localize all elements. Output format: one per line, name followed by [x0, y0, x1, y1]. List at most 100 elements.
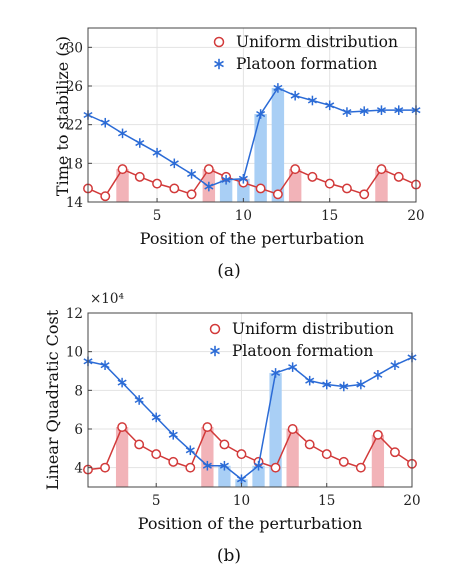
asterisk-stroke	[307, 97, 317, 104]
asterisk-stroke	[256, 110, 266, 118]
platoon-point	[134, 395, 144, 405]
platoon-line	[87, 86, 416, 188]
asterisk-stroke	[376, 107, 387, 114]
asterisk-stroke	[152, 149, 162, 156]
uniform-point	[290, 164, 301, 175]
caption-a: (a)	[217, 261, 240, 281]
platoon-point	[373, 370, 383, 380]
uniform-point	[152, 178, 163, 189]
asterisk-stroke	[342, 109, 352, 116]
ytick-label: 30	[66, 40, 83, 56]
uniform-point	[169, 183, 180, 194]
platoon-point	[135, 138, 145, 148]
ytick-label: 10	[66, 345, 83, 361]
uniform-point	[100, 462, 111, 473]
asterisk-stroke	[373, 371, 383, 378]
platoon-point	[219, 460, 229, 471]
platoon-point	[238, 174, 248, 184]
asterisk-stroke	[271, 369, 281, 376]
xtick-label: 10	[235, 208, 252, 224]
chart-b: 4 6 8 10 12 5 10 15 20 Uniform distribution Platoo…	[66, 306, 421, 509]
highlight-bar	[201, 427, 214, 487]
uniform-point	[168, 456, 179, 467]
uniform-point	[255, 183, 266, 194]
legend-marker-platoon	[210, 345, 220, 357]
platoon-point	[288, 362, 298, 372]
caption-b: (b)	[217, 546, 241, 566]
platoon-line	[87, 356, 413, 481]
uniform-point	[203, 164, 214, 175]
axes-box	[87, 312, 413, 488]
ytick-label: 6	[74, 422, 83, 438]
platoon-point	[117, 377, 127, 388]
asterisk-stroke	[359, 108, 369, 115]
highlight-bar	[286, 429, 299, 487]
ytick-label: 8	[74, 383, 83, 399]
platoon-point	[325, 100, 335, 111]
platoon-point	[221, 174, 231, 185]
platoon-point	[100, 117, 110, 128]
xtick-label: 15	[318, 493, 335, 509]
uniform-point	[376, 164, 387, 175]
uniform-point	[100, 191, 111, 202]
ytick-label: 26	[66, 79, 83, 95]
legend-label: Uniform distribution	[232, 320, 394, 338]
highlight-bar	[252, 465, 265, 487]
platoon-point	[185, 445, 195, 456]
uniform-point	[307, 171, 318, 182]
xtick-label: 5	[153, 208, 162, 224]
uniform-point	[117, 164, 128, 175]
uniform-point	[324, 178, 335, 189]
asterisk-stroke	[356, 381, 366, 388]
legend-label: Platoon formation	[232, 342, 373, 360]
platoon-point	[273, 83, 283, 93]
uniform-point	[151, 449, 162, 460]
uniform-point	[186, 189, 197, 200]
highlight-bar	[219, 179, 233, 202]
ytick-label: 22	[66, 118, 83, 134]
xlabel-b: Position of the perturbation	[138, 514, 363, 533]
platoon-point	[169, 158, 179, 169]
asterisk-stroke	[219, 462, 229, 469]
highlight-bar	[218, 465, 231, 487]
platoon-point	[271, 368, 281, 378]
asterisk-stroke	[288, 364, 298, 371]
platoon-point	[394, 105, 404, 115]
uniform-point	[321, 449, 332, 460]
platoon-point	[256, 109, 266, 119]
asterisk-stroke	[204, 183, 214, 190]
asterisk-stroke	[394, 107, 404, 114]
asterisk-stroke	[151, 414, 161, 421]
asterisk-stroke	[221, 176, 231, 183]
platoon-point	[322, 379, 332, 390]
highlight-bar	[271, 87, 285, 202]
uniform-point	[117, 422, 128, 433]
asterisk-stroke	[238, 175, 248, 182]
xtick-label: 20	[403, 493, 420, 509]
legend-marker-uniform	[213, 36, 225, 48]
ylabel-a: Time to stabilize (s)	[53, 36, 72, 196]
ytick-label: 4	[74, 461, 83, 477]
uniform-point	[338, 456, 349, 467]
highlight-bar	[254, 114, 267, 202]
legend-marker-uniform	[209, 323, 221, 335]
highlight-bar	[288, 169, 302, 202]
uniform-point	[372, 429, 383, 440]
platoon-point	[342, 107, 352, 117]
uniform-point	[393, 171, 404, 182]
platoon-point	[359, 106, 369, 116]
platoon-point	[290, 90, 300, 101]
platoon-point	[305, 375, 315, 386]
uniform-point	[355, 462, 366, 473]
chart-a: 14 18 22 26 30 5 10 15 20 Uniform distribution Pla…	[66, 27, 425, 224]
xtick-label: 10	[233, 493, 250, 509]
platoon-point	[307, 95, 317, 106]
platoon-point	[376, 105, 387, 115]
platoon-point	[339, 381, 349, 392]
asterisk-stroke	[214, 60, 224, 68]
ylabel-b: Linear Quadratic Cost	[43, 309, 62, 490]
platoon-point	[202, 460, 212, 471]
axes-box	[87, 27, 417, 203]
asterisk-stroke	[253, 462, 264, 469]
uniform-point	[236, 449, 247, 460]
